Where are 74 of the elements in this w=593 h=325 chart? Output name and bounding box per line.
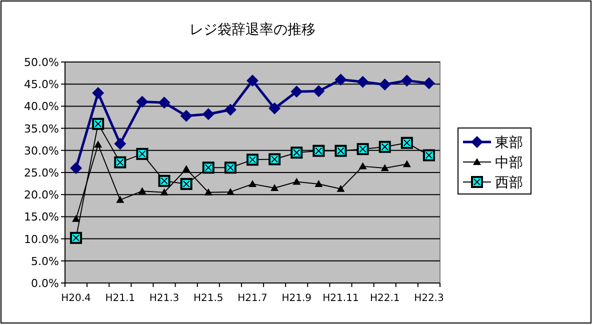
x-tick-label: H21.7 [238,293,268,304]
point [114,138,126,150]
point [226,188,234,195]
y-tick-label: 35.0% [24,122,59,136]
point [422,77,435,90]
point [336,184,345,192]
y-tick-label: 25.0% [24,166,59,180]
x-tick-label: H21.5 [193,293,224,304]
x-tick-label: H21.1 [105,293,136,304]
point [334,74,347,86]
y-tick-label: 0.0% [31,277,59,290]
point [268,102,281,114]
point [356,76,369,88]
point [380,164,389,172]
point [182,164,190,172]
point [246,154,258,166]
point [356,143,369,156]
point [94,140,102,148]
y-tick-label: 10.0% [24,232,59,246]
x-tick-label: H22.1 [370,293,400,304]
point [70,232,82,244]
point [92,118,104,130]
point [422,149,435,162]
point [378,78,391,91]
chart-title: レジ袋辞退率の推移 [190,22,316,38]
y-tick-label: 40.0% [24,100,59,114]
point [224,104,236,116]
point [292,178,301,185]
point [204,188,212,196]
y-tick-label: 20.0% [24,188,59,202]
point [92,86,104,99]
x-tick-label: H22.3 [414,293,444,304]
point [158,96,170,109]
point [180,178,192,190]
point [224,162,236,174]
point [114,156,126,168]
point [400,74,413,87]
point [400,136,413,149]
legend-label: 西部 [495,175,523,191]
y-tick-label: 30.0% [24,144,59,158]
point [202,162,214,174]
point [248,180,256,187]
point [334,144,347,157]
point [136,96,148,108]
legend-label: 東部 [495,135,523,151]
point [358,162,367,170]
point [314,180,323,187]
point [158,174,170,187]
point [180,110,192,122]
point [290,146,303,159]
point [312,144,325,157]
y-tick-label: 15.0% [24,210,59,224]
point [312,85,325,98]
point [268,153,281,166]
point [70,162,82,174]
y-tick-label: 5.0% [31,254,59,268]
x-tick-label: H21.11 [322,293,359,304]
y-tick-label: 50.0% [24,56,59,69]
point [202,108,214,120]
point [270,184,279,191]
point [290,86,303,98]
point [246,74,258,87]
point [72,214,80,222]
x-tick-label: H21.3 [149,293,180,304]
point [116,196,124,203]
point [402,160,411,168]
y-tick-label: 45.0% [24,78,59,92]
point [160,188,168,196]
legend-label: 中部 [495,155,523,171]
point [138,187,146,194]
x-tick-label: H21.9 [282,293,312,304]
point [378,140,391,153]
x-tick-label: H20.4 [61,293,91,304]
point [136,148,148,160]
